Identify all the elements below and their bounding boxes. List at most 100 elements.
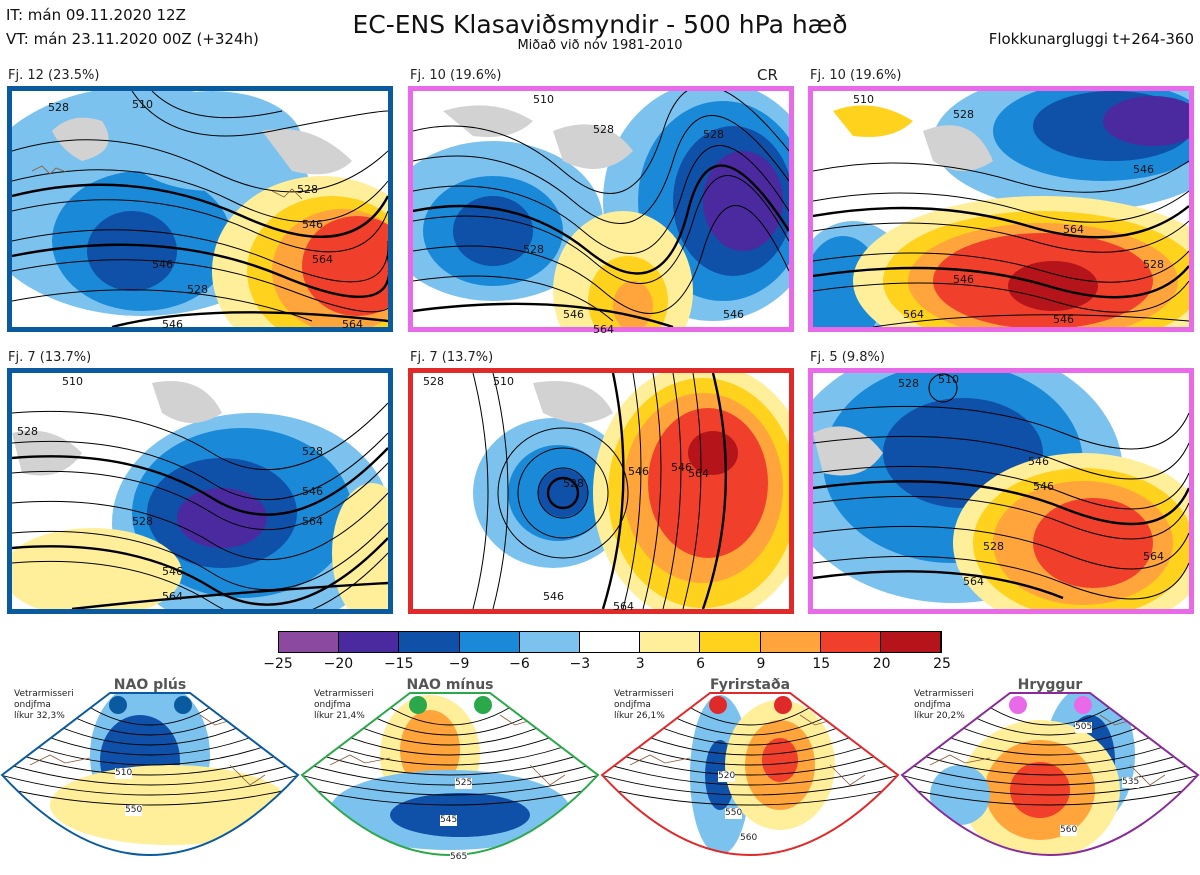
- contour-label: 564: [593, 323, 614, 336]
- contour-label: 564: [1063, 223, 1084, 236]
- regime-contour-label: 545: [440, 815, 458, 826]
- regime-title: Fyrirstaða: [709, 677, 791, 693]
- regime-contour-label: 560: [1060, 825, 1078, 836]
- regime-title: Hryggur: [1017, 677, 1083, 693]
- contour-label: 528: [983, 540, 1004, 553]
- regime-note-line: Vetrarmisseri: [14, 689, 74, 699]
- contour-label: 528: [593, 123, 614, 136]
- regime-dot-left: [1009, 696, 1027, 714]
- contour-label: 546: [563, 308, 584, 321]
- colorbar-swatch: [820, 632, 881, 652]
- initial-time: IT: mán 09.11.2020 12Z: [6, 6, 186, 24]
- colorbar-swatch: [700, 632, 761, 652]
- regime-dot-right: [474, 696, 492, 714]
- regime-contour-label: 525: [455, 778, 473, 789]
- panel-1-label: Fj. 12 (23.5%): [8, 68, 100, 83]
- contour-label: 510: [938, 373, 959, 386]
- regime-contour-label: 560: [740, 833, 758, 844]
- colorbar-tick-label: −20: [323, 656, 354, 672]
- contour-label: 528: [297, 183, 318, 196]
- regime-note-line: ondjfma: [614, 700, 651, 710]
- contour-label: 528: [563, 477, 584, 490]
- contour-label: 528: [17, 425, 38, 438]
- colorbar-swatch: [579, 632, 641, 652]
- contour-label: 528: [48, 101, 69, 114]
- regime-note-line: Vetrarmisseri: [914, 689, 974, 699]
- regime-title: NAO plús: [113, 677, 187, 693]
- regime-dot-left: [409, 696, 427, 714]
- regime-3: [600, 675, 900, 871]
- cluster-map-5: [408, 368, 794, 614]
- regime-note-line: ondjfma: [914, 700, 951, 710]
- regime-dot-right: [1074, 696, 1092, 714]
- panel-3-label: Fj. 10 (19.6%): [810, 68, 902, 83]
- contour-label: 528: [423, 375, 444, 388]
- contour-label: 546: [723, 308, 744, 321]
- colorbar-swatch: [399, 632, 460, 652]
- contour-label: 564: [963, 575, 984, 588]
- contour-label: 546: [671, 461, 692, 474]
- panel-6-label: Fj. 5 (9.8%): [810, 350, 885, 365]
- regime-contour-label: 520: [718, 771, 736, 782]
- colorbar-tick-label: 15: [812, 656, 831, 672]
- contour-label: 528: [898, 377, 919, 390]
- contour-label: 528: [132, 515, 153, 528]
- contour-label: 546: [1053, 313, 1074, 326]
- colorbar-tick-label: 6: [696, 656, 705, 672]
- contour-label: 564: [312, 253, 333, 266]
- regime-contour-label: 505: [1075, 722, 1093, 733]
- contour-label: 546: [1033, 480, 1054, 493]
- regime-note-line: ondjfma: [314, 700, 351, 710]
- colorbar-tick-label: −3: [569, 656, 591, 672]
- contour-label: 528: [953, 108, 974, 121]
- contour-label: 510: [493, 375, 514, 388]
- colorbar-swatch: [279, 632, 340, 652]
- page-title: EC-ENS Klasaviðsmyndir - 500 hPa hæð: [352, 10, 848, 39]
- regime-note-line: Vetrarmisseri: [614, 689, 674, 699]
- colorbar-tick-label: 9: [756, 656, 766, 672]
- contour-label: 546: [162, 318, 183, 331]
- contour-label: 564: [302, 515, 323, 528]
- colorbar-tick-label: 25: [933, 656, 951, 672]
- contour-label: 546: [1028, 455, 1049, 468]
- contour-label: 546: [628, 465, 649, 478]
- regime-dot-left: [709, 696, 727, 714]
- contour-label: 510: [62, 375, 83, 388]
- cluster-map-4: [7, 368, 393, 614]
- regime-note-line: líkur 26,1%: [614, 711, 665, 721]
- contour-label: 546: [152, 258, 173, 271]
- regime-dot-right: [774, 696, 792, 714]
- colorbar-tick-label: −25: [263, 656, 293, 672]
- contour-label: 564: [342, 318, 363, 331]
- regime-dot-left: [109, 696, 127, 714]
- regime-note-line: líkur 32,3%: [14, 711, 65, 721]
- regime-contour-label: 550: [725, 808, 743, 819]
- panel-2-tag: CR: [757, 66, 778, 84]
- contour-label: 546: [1133, 163, 1154, 176]
- regime-contour-label: 535: [1122, 777, 1140, 788]
- colorbar-swatch: [519, 632, 580, 652]
- colorbar-swatch: [640, 632, 701, 652]
- contour-label: 564: [903, 308, 924, 321]
- regime-note-line: ondjfma: [14, 700, 51, 710]
- colorbar-tick-label: −6: [509, 656, 530, 672]
- page-subtitle: Miðað við nóv 1981-2010: [517, 38, 683, 53]
- regime-contour-label: 565: [450, 852, 468, 863]
- contour-label: 546: [543, 590, 564, 603]
- cluster-map-2: [408, 86, 794, 332]
- contour-label: 528: [703, 128, 724, 141]
- colorbar-tick-label: 20: [872, 656, 891, 672]
- colorbar-tick-label: 3: [635, 656, 645, 672]
- regime-1: [0, 675, 300, 871]
- regime-4: [900, 675, 1200, 871]
- classification-window: Flokkunargluggi t+264-360: [988, 30, 1194, 48]
- panel-5-label: Fj. 7 (13.7%): [410, 350, 494, 365]
- colorbar-tick-label: −9: [448, 656, 470, 672]
- regime-contour-label: 510: [115, 768, 133, 779]
- colorbar-swatch: [459, 632, 520, 652]
- contour-label: 564: [162, 590, 183, 603]
- colorbar-swatch: [339, 632, 400, 652]
- colorbar-swatch: [880, 632, 942, 652]
- regime-note-line: líkur 20,2%: [914, 711, 965, 721]
- contour-label: 528: [302, 445, 323, 458]
